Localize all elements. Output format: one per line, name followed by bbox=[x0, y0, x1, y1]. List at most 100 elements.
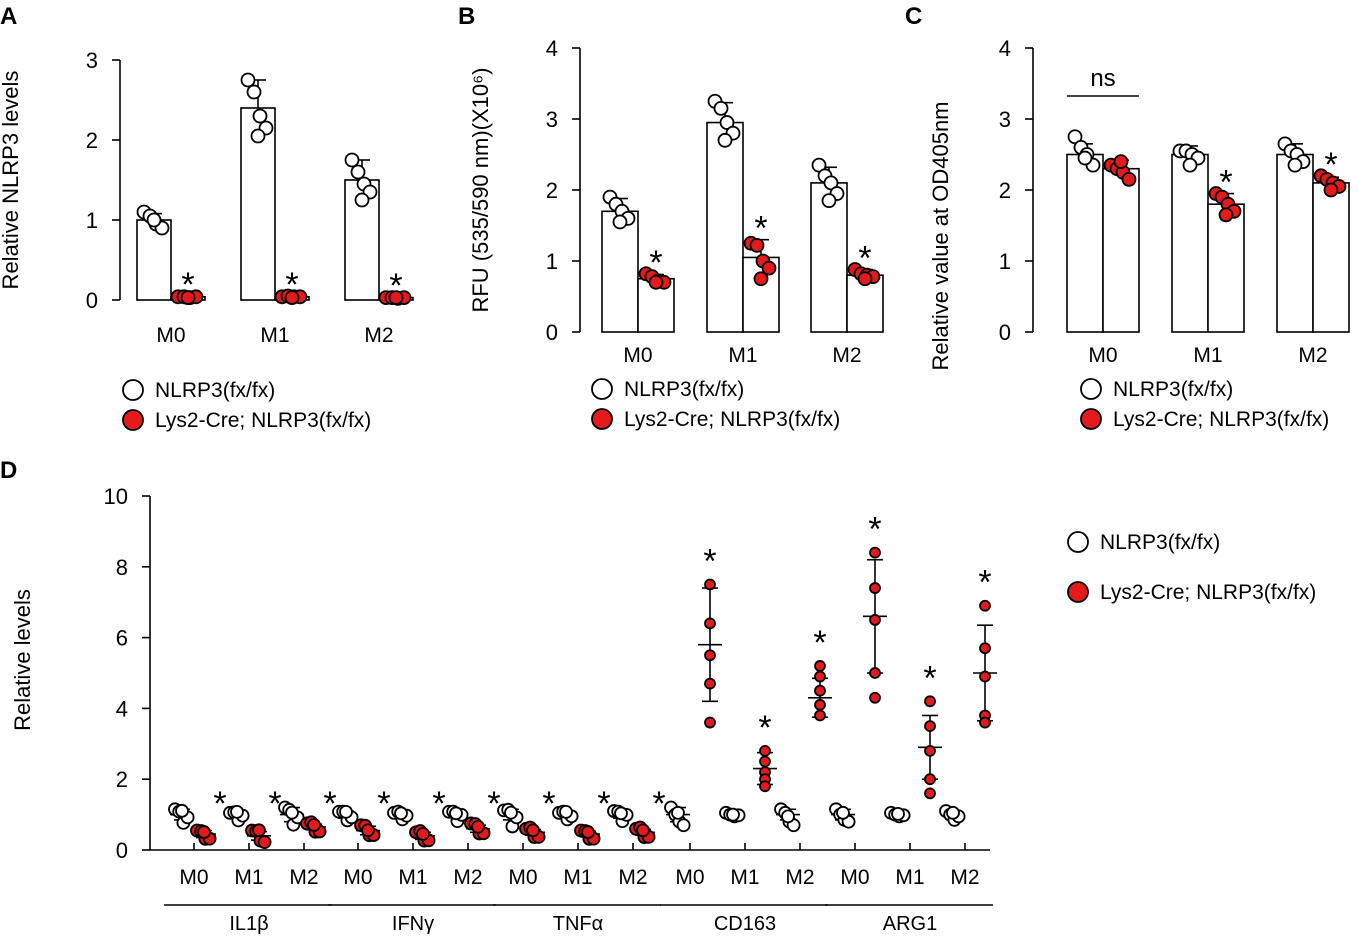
y-tick-label-c: 3 bbox=[999, 107, 1011, 132]
data-point-d-s0 bbox=[946, 805, 960, 820]
legend-marker-wt-d bbox=[1067, 531, 1089, 553]
data-point-d-s0 bbox=[394, 806, 408, 821]
significance-star-d: * bbox=[597, 785, 610, 823]
significance-star-d: * bbox=[978, 564, 991, 602]
category-label-c-m1: M1 bbox=[1193, 344, 1222, 367]
data-point-d-s1 bbox=[416, 826, 430, 841]
significance-star-a: * bbox=[181, 266, 194, 304]
data-point-c-s1 bbox=[1113, 154, 1129, 170]
significance-star-d: * bbox=[213, 785, 226, 823]
data-point-d-s1 bbox=[924, 720, 936, 732]
data-point-d-s1 bbox=[526, 823, 540, 838]
data-point-d-s0 bbox=[726, 807, 740, 822]
legend-label-wt-b: NLRP3(fx/fx) bbox=[624, 378, 744, 401]
data-point-d-s1 bbox=[471, 819, 485, 834]
y-tick-label-d: 6 bbox=[116, 626, 128, 651]
data-point-d-s1 bbox=[704, 649, 716, 662]
legend-label-ko-b: Lys2-Cre; NLRP3(fx/fx) bbox=[624, 408, 840, 431]
data-point-a-s1 bbox=[284, 290, 300, 306]
y-tick-label-c: 1 bbox=[999, 249, 1011, 274]
y-tick-label-c: 0 bbox=[999, 320, 1011, 345]
data-point-b-s0 bbox=[717, 132, 733, 148]
y-tick-label-b: 0 bbox=[546, 320, 558, 345]
data-point-d-s1 bbox=[924, 787, 936, 800]
legend-label-ko-a: Lys2-Cre; NLRP3(fx/fx) bbox=[155, 409, 371, 432]
legend-marker-ko-c bbox=[1080, 408, 1102, 430]
data-point-d-s1 bbox=[814, 709, 826, 722]
data-point-a-s0 bbox=[146, 212, 162, 228]
bar-b-m1-s1 bbox=[742, 256, 780, 333]
data-point-d-s0 bbox=[671, 805, 685, 820]
bar-c-m0-s1 bbox=[1102, 167, 1140, 333]
significance-star-c: * bbox=[1219, 164, 1232, 202]
panel-label-a: A bbox=[0, 3, 17, 30]
data-point-a-s0 bbox=[246, 84, 262, 100]
data-point-d-s0 bbox=[339, 804, 353, 819]
group-label-d-tnf: TNFα bbox=[553, 913, 603, 935]
bar-c-m1-s0 bbox=[1171, 153, 1209, 333]
category-label-d-il1-m0: M0 bbox=[179, 866, 208, 889]
data-point-d-s1 bbox=[979, 642, 991, 655]
data-point-d-s1 bbox=[979, 670, 991, 683]
significance-star-b: * bbox=[754, 210, 767, 248]
data-point-b-s0 bbox=[821, 193, 837, 209]
y-tick-label-b: 2 bbox=[546, 178, 558, 203]
data-point-d-s1 bbox=[704, 716, 716, 729]
ns-label-c: ns bbox=[1090, 65, 1115, 92]
significance-star-a: * bbox=[389, 267, 402, 305]
data-point-d-s1 bbox=[759, 755, 771, 768]
bar-b-m1-s0 bbox=[706, 121, 744, 333]
y-tick-label-a: 2 bbox=[86, 128, 98, 153]
data-point-c-s1 bbox=[1218, 207, 1234, 223]
category-label-d-ifn-m1: M1 bbox=[398, 866, 427, 889]
data-point-d-s1 bbox=[869, 667, 881, 679]
data-point-b-s0 bbox=[713, 100, 729, 116]
data-point-b-s1 bbox=[749, 237, 765, 253]
y-tick-label-d: 10 bbox=[104, 484, 128, 509]
significance-star-d: * bbox=[542, 785, 555, 823]
significance-star-d: * bbox=[703, 543, 716, 581]
data-point-d-s1 bbox=[581, 825, 595, 839]
data-point-d-s1 bbox=[704, 677, 716, 690]
data-point-d-s1 bbox=[869, 614, 881, 626]
significance-star-b: * bbox=[858, 240, 871, 278]
data-point-d-s1 bbox=[759, 744, 771, 757]
data-point-d-s1 bbox=[814, 660, 826, 672]
data-point-d-s0 bbox=[504, 805, 518, 820]
data-point-a-s0 bbox=[344, 152, 360, 168]
y-tick-label-c: 4 bbox=[999, 36, 1011, 61]
data-point-d-s1 bbox=[257, 835, 272, 850]
data-point-d-s1 bbox=[924, 695, 936, 708]
data-point-d-s1 bbox=[979, 716, 991, 729]
significance-star-d: * bbox=[758, 709, 771, 747]
category-label-d-il1-m2: M2 bbox=[289, 866, 318, 889]
category-label-d-arg1-m2: M2 bbox=[950, 866, 979, 889]
data-point-c-s1 bbox=[1323, 182, 1339, 198]
significance-star-d: * bbox=[813, 624, 826, 662]
bar-c-m2-s1 bbox=[1312, 182, 1350, 333]
group-label-d-ifn: IFNγ bbox=[392, 913, 434, 935]
y-tick-label-c: 2 bbox=[999, 178, 1011, 203]
panel-label-d: D bbox=[0, 457, 17, 484]
data-point-d-s1 bbox=[704, 617, 716, 630]
category-label-a-m2: M2 bbox=[364, 324, 393, 347]
legend-label-wt-a: NLRP3(fx/fx) bbox=[155, 379, 275, 402]
bar-b-m0-s0 bbox=[601, 210, 639, 333]
data-point-b-s1 bbox=[648, 274, 664, 290]
significance-star-d: * bbox=[868, 511, 881, 549]
panel-label-b: B bbox=[458, 3, 475, 30]
group-label-d-il1: IL1β bbox=[229, 913, 268, 935]
data-point-d-s1 bbox=[869, 582, 881, 594]
data-point-d-s1 bbox=[814, 684, 826, 697]
category-label-b-m2: M2 bbox=[832, 344, 861, 367]
category-label-c-m0: M0 bbox=[1088, 344, 1117, 367]
significance-star-d: * bbox=[652, 785, 665, 823]
legend-label-ko-c: Lys2-Cre; NLRP3(fx/fx) bbox=[1113, 408, 1329, 431]
panel-label-c: C bbox=[905, 3, 922, 30]
category-label-d-tnf-m0: M0 bbox=[508, 866, 537, 889]
data-point-d-s1 bbox=[979, 599, 991, 612]
data-point-d-s0 bbox=[891, 806, 905, 821]
data-point-d-s0 bbox=[676, 818, 691, 833]
data-point-d-s1 bbox=[307, 818, 321, 832]
data-point-b-s1 bbox=[753, 271, 769, 287]
